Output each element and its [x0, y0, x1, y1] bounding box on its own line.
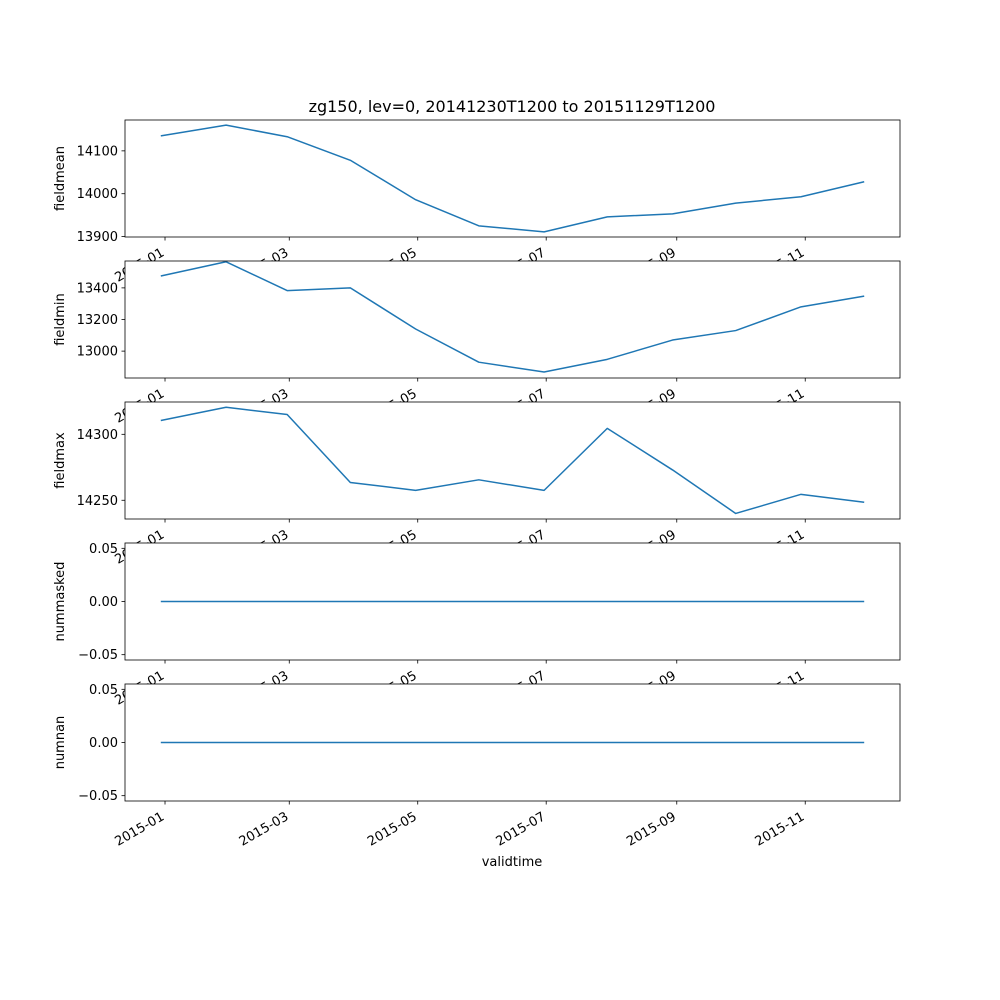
axes-frame	[124, 119, 901, 238]
x-tick-label: 2015-09	[624, 809, 679, 849]
y-axis-label: numnan	[53, 716, 68, 770]
series-line-fieldmax	[160, 406, 865, 515]
y-axis-label: fieldmax	[53, 432, 68, 489]
y-tick-label: 13900	[77, 230, 118, 245]
x-axis-label: validtime	[482, 855, 543, 870]
axes-background	[125, 261, 900, 378]
y-tick-label: 14100	[77, 144, 118, 159]
y-tick-label: 0.00	[89, 595, 118, 610]
axes-frame	[124, 401, 901, 520]
subplots: 13900 14000 14100 fieldmean 2015-01 2015-03 20…	[53, 119, 901, 850]
x-tick-label: 2015-05	[365, 809, 420, 849]
axes-background	[125, 402, 900, 519]
y-tick-label: 0.00	[89, 736, 118, 751]
x-tick-label: 2015-11	[753, 809, 808, 849]
subplot-numnan: −0.05 0.00 0.05 numnan 2015-01 2015-03 2015-05…	[53, 683, 901, 850]
x-tick-label: 2015-01	[112, 809, 167, 849]
y-axis-label: fieldmean	[53, 146, 68, 211]
y-tick-label: 13400	[77, 281, 118, 296]
x-tick-label: 2015-03	[237, 809, 292, 849]
x-tick-label: 2015-07	[494, 809, 549, 849]
y-tick-label: 14300	[77, 428, 118, 443]
y-tick-label: −0.05	[78, 648, 118, 663]
series-line-fieldmin	[160, 261, 865, 373]
y-tick-label: 13000	[77, 345, 118, 360]
y-tick-label: 14000	[77, 187, 118, 202]
y-axis-label: nummasked	[53, 562, 68, 642]
y-tick-label: 13200	[77, 313, 118, 328]
chart-title: zg150, lev=0, 20141230T1200 to 20151129T…	[309, 97, 716, 116]
y-tick-label: 0.05	[89, 683, 118, 698]
y-tick-label: −0.05	[78, 789, 118, 804]
y-axis-label: fieldmin	[53, 293, 68, 346]
series-line-fieldmean	[160, 124, 865, 233]
y-tick-label: 14250	[77, 494, 118, 509]
y-tick-label: 0.05	[89, 542, 118, 557]
